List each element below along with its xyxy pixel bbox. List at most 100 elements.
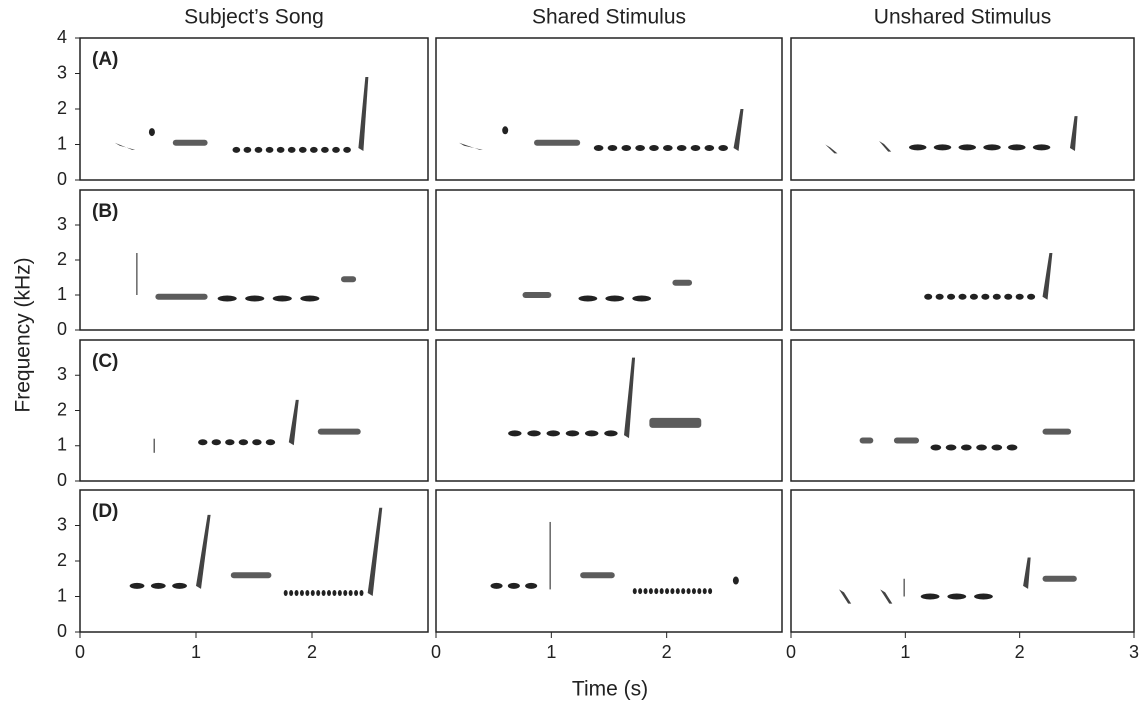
- syllable: [879, 140, 892, 152]
- syllable: [1008, 144, 1026, 151]
- syllable: [272, 295, 292, 302]
- y-tick-label: 0: [57, 319, 67, 339]
- syllable: [148, 128, 155, 137]
- syllable: [580, 572, 615, 579]
- syllable: [732, 576, 739, 585]
- syllable: [527, 430, 541, 437]
- syllable: [665, 588, 670, 595]
- syllable: [534, 139, 581, 146]
- syllable: [825, 144, 838, 154]
- syllable: [321, 589, 326, 596]
- syllable: [880, 589, 893, 604]
- syllable: [327, 589, 332, 596]
- syllable: [225, 439, 235, 446]
- syllable: [321, 146, 329, 153]
- syllable: [287, 146, 296, 153]
- syllable: [662, 145, 673, 152]
- row-label: (D): [92, 501, 118, 522]
- syllable: [1042, 428, 1072, 435]
- spectrogram-panel: [136, 253, 357, 302]
- syllable: [294, 589, 299, 596]
- syllable: [155, 293, 208, 300]
- panel-frame: [435, 189, 783, 331]
- syllable: [1032, 144, 1051, 151]
- x-tick-label: 2: [662, 642, 672, 662]
- row-label: (A): [92, 49, 118, 70]
- y-tick-label: 3: [57, 62, 67, 82]
- syllable: [343, 146, 351, 153]
- syllable: [1027, 293, 1036, 300]
- y-tick-label: 1: [57, 284, 67, 304]
- syllable: [300, 295, 320, 302]
- syllable: [265, 439, 276, 446]
- syllable: [459, 142, 483, 150]
- x-tick-label: 3: [1129, 642, 1139, 662]
- syllable: [172, 582, 187, 589]
- syllable: [232, 146, 241, 153]
- panel-frame: [790, 489, 1135, 633]
- syllable: [920, 593, 940, 600]
- syllable: [690, 145, 701, 152]
- syllable: [254, 146, 263, 153]
- syllable: [565, 430, 580, 437]
- syllable: [945, 444, 957, 451]
- syllable: [632, 295, 652, 302]
- syllable: [337, 589, 342, 596]
- syllable: [708, 588, 713, 595]
- y-tick-label: 2: [57, 550, 67, 570]
- x-tick-label: 1: [191, 642, 201, 662]
- column-title: Unshared Stimulus: [874, 6, 1051, 29]
- spectrogram-panel: [459, 109, 744, 152]
- x-tick-label: 1: [546, 642, 556, 662]
- y-tick-label: 3: [57, 364, 67, 384]
- column-title: Subject’s Song: [184, 6, 324, 29]
- syllable: [960, 444, 972, 451]
- syllable: [316, 589, 321, 596]
- spectrogram-panel: [153, 399, 361, 453]
- row-label: (C): [92, 351, 118, 372]
- syllable: [670, 588, 675, 595]
- syllable: [733, 109, 744, 152]
- syllable: [659, 588, 664, 595]
- spectrogram-panel: [129, 507, 383, 596]
- syllable: [643, 588, 648, 595]
- syllable: [635, 145, 645, 152]
- x-tick-label: 0: [786, 642, 796, 662]
- column-title: Shared Stimulus: [532, 6, 686, 29]
- syllable: [317, 428, 361, 435]
- panel-frame: [435, 37, 783, 181]
- syllable: [276, 146, 285, 153]
- spectrogram-panel: [924, 253, 1053, 300]
- syllable: [935, 293, 944, 300]
- syllable: [507, 582, 520, 589]
- syllable: [632, 588, 637, 595]
- syllable: [310, 146, 318, 153]
- syllable: [243, 146, 252, 153]
- syllable: [686, 588, 691, 595]
- panel-frame: [435, 339, 783, 482]
- syllable: [196, 514, 211, 589]
- syllable: [681, 588, 686, 595]
- syllable: [230, 572, 272, 579]
- spectrogram-panel: [859, 428, 1072, 451]
- syllable: [958, 293, 967, 300]
- syllable: [332, 146, 340, 153]
- syllable: [348, 589, 353, 596]
- syllable: [341, 276, 357, 283]
- spectrogram-panel: [490, 521, 739, 595]
- syllable: [1006, 444, 1018, 451]
- syllable: [1015, 293, 1024, 300]
- syllable: [1042, 253, 1053, 300]
- syllable: [648, 588, 653, 595]
- y-tick-label: 0: [57, 169, 67, 189]
- syllable: [546, 430, 560, 437]
- syllable: [649, 145, 659, 152]
- y-tick-label: 0: [57, 621, 67, 641]
- syllable: [508, 430, 522, 437]
- panel-frame: [79, 189, 429, 331]
- syllable: [718, 145, 729, 152]
- spectrogram-panel: [508, 357, 702, 439]
- y-tick-label: 3: [57, 514, 67, 534]
- syllable: [525, 582, 538, 589]
- syllable: [238, 439, 249, 446]
